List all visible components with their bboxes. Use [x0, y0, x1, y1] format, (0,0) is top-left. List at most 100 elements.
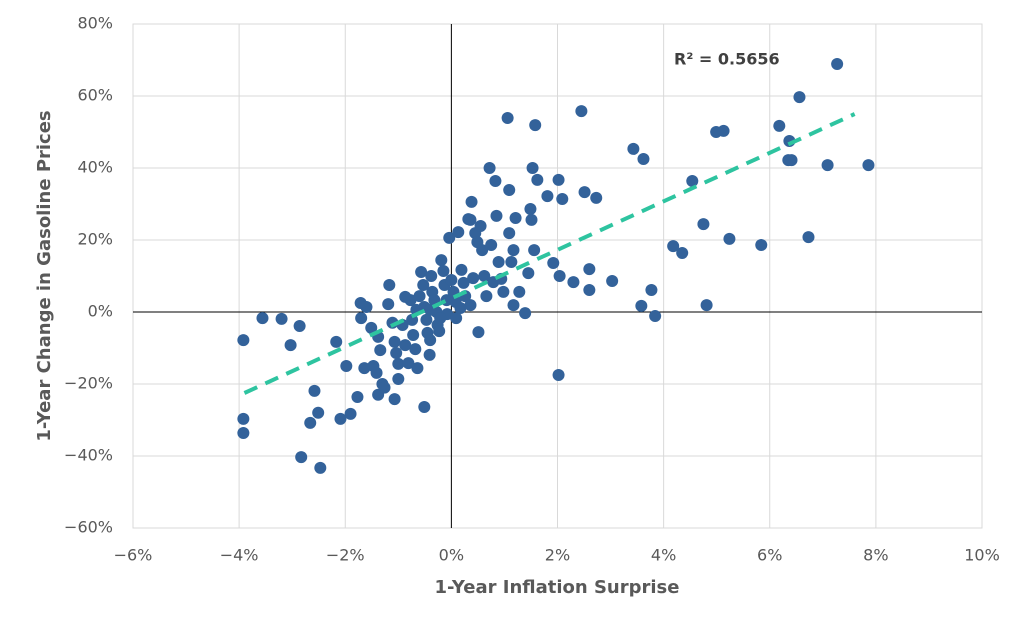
data-point: [464, 213, 477, 226]
data-point: [802, 231, 815, 244]
data-point: [434, 312, 447, 325]
data-point: [485, 239, 498, 252]
data-point: [474, 219, 487, 232]
data-point: [390, 347, 403, 360]
data-point: [304, 416, 317, 429]
data-point: [590, 191, 603, 204]
data-point: [413, 290, 426, 303]
data-point: [492, 255, 505, 268]
data-point: [443, 231, 456, 244]
data-point: [388, 335, 401, 348]
y-tick-label: −40%: [64, 446, 113, 465]
data-point: [831, 57, 844, 70]
data-point: [552, 369, 565, 381]
data-point: [370, 366, 383, 379]
data-point: [454, 302, 467, 315]
data-point: [417, 279, 430, 291]
data-point: [425, 270, 438, 282]
y-tick-label: 60%: [77, 86, 113, 105]
x-tick-label: 8%: [863, 546, 888, 565]
data-point: [467, 272, 480, 285]
data-point: [497, 285, 510, 298]
r-squared-annotation: R² = 0.5656: [674, 50, 780, 69]
data-point: [686, 174, 699, 187]
data-point: [697, 218, 710, 231]
y-tick-label: −20%: [64, 374, 113, 393]
data-point: [507, 244, 520, 257]
data-point: [667, 240, 680, 253]
data-point: [409, 343, 422, 356]
data-point: [649, 309, 662, 322]
data-point: [465, 195, 478, 208]
data-point: [275, 312, 288, 325]
data-point: [334, 412, 347, 425]
data-point: [505, 255, 518, 268]
data-point: [676, 246, 689, 259]
data-point: [392, 372, 405, 385]
data-point: [522, 267, 535, 280]
data-point: [433, 325, 446, 338]
data-point: [360, 300, 373, 313]
data-point: [567, 276, 580, 289]
data-point: [308, 384, 321, 397]
data-point: [424, 334, 437, 347]
data-point: [700, 299, 713, 312]
data-point: [256, 312, 269, 325]
data-point: [583, 263, 596, 276]
data-point: [547, 257, 560, 270]
data-point: [755, 239, 768, 252]
data-point: [478, 270, 491, 282]
data-point: [445, 273, 458, 286]
y-tick-label: 20%: [77, 230, 113, 249]
x-tick-label: 10%: [964, 546, 1000, 565]
data-point: [237, 412, 250, 425]
data-point: [330, 335, 343, 348]
y-tick-label: 0%: [88, 302, 113, 321]
data-point: [553, 270, 566, 282]
data-point: [583, 284, 596, 297]
data-point: [295, 451, 308, 464]
x-tick-label: 2%: [545, 546, 570, 565]
data-point: [773, 119, 786, 132]
data-point: [237, 334, 250, 347]
data-point: [374, 344, 387, 357]
data-point: [344, 407, 357, 420]
data-point: [435, 254, 448, 267]
data-point: [821, 159, 834, 172]
data-point: [407, 329, 420, 342]
data-point: [645, 284, 658, 297]
data-point: [388, 393, 401, 406]
data-point: [525, 213, 538, 226]
data-point: [237, 426, 250, 439]
data-point: [637, 153, 650, 165]
data-point: [312, 406, 325, 419]
data-point: [455, 263, 468, 276]
data-point: [464, 299, 477, 312]
data-point: [293, 320, 306, 333]
data-point: [383, 279, 396, 291]
data-point: [452, 226, 465, 239]
data-point: [402, 357, 415, 370]
data-point: [526, 162, 539, 174]
data-point: [723, 232, 736, 245]
y-tick-label: 80%: [77, 14, 113, 33]
data-point: [528, 244, 541, 257]
data-point: [378, 381, 391, 394]
data-point: [793, 91, 806, 104]
data-point: [314, 461, 327, 474]
data-point: [399, 339, 412, 352]
data-point: [513, 285, 526, 298]
data-point: [503, 227, 516, 240]
data-point: [365, 321, 378, 334]
data-point: [382, 298, 395, 311]
data-point: [575, 105, 588, 118]
data-point: [509, 212, 522, 225]
data-point: [420, 313, 433, 326]
x-tick-label: 4%: [651, 546, 676, 565]
data-point: [606, 275, 619, 288]
data-point: [635, 299, 648, 312]
data-point: [457, 276, 470, 289]
data-point: [399, 290, 412, 303]
data-point: [627, 142, 640, 155]
